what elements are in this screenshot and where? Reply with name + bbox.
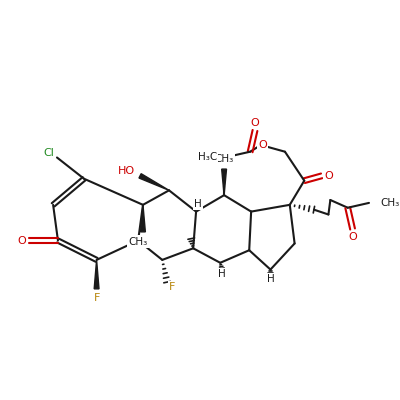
Polygon shape — [140, 205, 145, 232]
Text: HO: HO — [118, 166, 135, 176]
Text: O: O — [18, 236, 26, 246]
Text: H: H — [194, 199, 202, 209]
Polygon shape — [94, 260, 99, 289]
Text: F: F — [94, 292, 100, 302]
Text: H₃C: H₃C — [198, 152, 217, 162]
Polygon shape — [139, 174, 169, 190]
Text: H: H — [266, 274, 274, 284]
Text: F: F — [169, 282, 175, 292]
Text: H: H — [218, 269, 226, 279]
Text: CH₃: CH₃ — [128, 236, 148, 246]
Text: O: O — [251, 118, 259, 128]
Text: O: O — [324, 171, 333, 181]
Text: O: O — [348, 232, 357, 242]
Text: O: O — [258, 140, 267, 150]
Text: Cl: Cl — [44, 148, 55, 158]
Polygon shape — [222, 169, 226, 195]
Text: CH₃: CH₃ — [214, 154, 234, 164]
Text: CH₃: CH₃ — [380, 198, 400, 208]
